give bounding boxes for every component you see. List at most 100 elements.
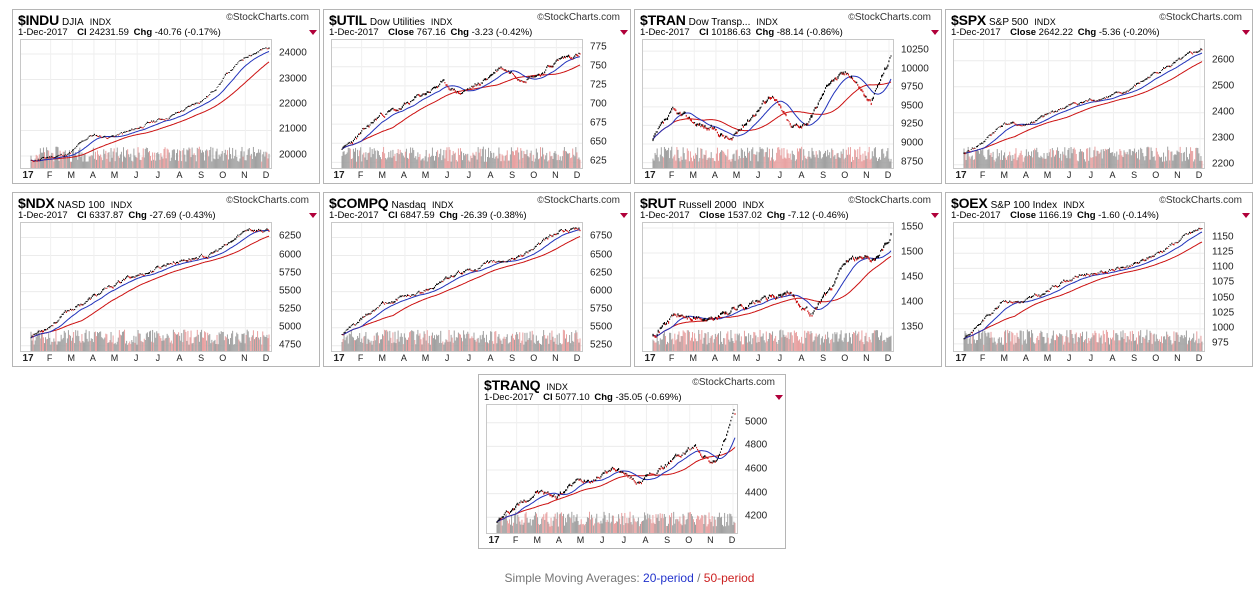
price-plot[interactable] [20, 39, 272, 169]
sma-50-line [341, 235, 581, 336]
brand[interactable]: ©StockCharts.com [226, 195, 309, 206]
volume-bar [254, 156, 256, 168]
volume-bar [632, 515, 634, 533]
brand-name: StockCharts.com [854, 195, 931, 206]
volume-bar [825, 334, 827, 351]
dropdown-arrow-icon[interactable] [620, 30, 628, 35]
price-plot[interactable] [642, 222, 894, 352]
volume-bar [499, 518, 501, 533]
symbol[interactable]: $RUT [640, 195, 676, 211]
volume-bar [579, 524, 581, 533]
volume-bar [754, 154, 756, 168]
volume-bar [1139, 159, 1141, 168]
volume-bar [159, 335, 161, 351]
volume-bar [108, 342, 110, 351]
volume-bar [658, 161, 660, 168]
dropdown-arrow-icon[interactable] [775, 395, 783, 400]
volume-bar [227, 159, 229, 168]
sma-20-line [30, 51, 270, 162]
chart-panel-spx[interactable]: $SPX S&P 500 INDX ©StockCharts.com 1-Dec-201… [945, 9, 1253, 184]
brand[interactable]: ©StockCharts.com [848, 195, 931, 206]
legend-20-period[interactable]: 20-period [643, 571, 694, 585]
sma-50-line [30, 61, 270, 162]
volume-bar [778, 147, 780, 168]
volume-bar [739, 341, 741, 351]
volume-bar [54, 158, 56, 168]
volume-bar [668, 343, 670, 351]
symbol[interactable]: $UTIL [329, 12, 367, 28]
dropdown-arrow-icon[interactable] [309, 30, 317, 35]
chart-panel-tranq[interactable]: $TRANQ INDX ©StockCharts.com 1-Dec-2017 Cl … [478, 374, 786, 549]
chart-panel-oex[interactable]: $OEX S&P 100 Index INDX ©StockCharts.com 1-D… [945, 192, 1253, 367]
price-plot[interactable] [953, 222, 1205, 352]
volume-bar [391, 343, 393, 351]
brand[interactable]: ©StockCharts.com [226, 12, 309, 23]
dropdown-arrow-icon[interactable] [931, 213, 939, 218]
brand[interactable]: ©StockCharts.com [1159, 195, 1242, 206]
volume-bar [1086, 331, 1088, 351]
volume-bar [1185, 147, 1187, 168]
chart-panel-ndx[interactable]: $NDX NASD 100 INDX ©StockCharts.com 1-Dec-20… [12, 192, 320, 367]
symbol[interactable]: $TRANQ [484, 377, 541, 393]
dropdown-arrow-icon[interactable] [1242, 30, 1250, 35]
volume-bar [1040, 330, 1042, 351]
price-plot[interactable] [642, 39, 894, 169]
volume-bar [1120, 331, 1122, 351]
volume-bar [1016, 332, 1018, 351]
symbol[interactable]: $NDX [18, 195, 55, 211]
dropdown-arrow-icon[interactable] [309, 213, 317, 218]
price-plot[interactable] [486, 404, 738, 534]
brand[interactable]: ©StockCharts.com [537, 12, 620, 23]
chart-panel-tran[interactable]: $TRAN Dow Transp... INDX ©StockCharts.com 1-… [634, 9, 942, 184]
chart-panel-rut[interactable]: $RUT Russell 2000 INDX ©StockCharts.com 1-De… [634, 192, 942, 367]
volume-bar [1069, 330, 1071, 351]
symbol[interactable]: $OEX [951, 195, 988, 211]
symbol[interactable]: $COMPQ [329, 195, 389, 211]
volume-bar [767, 157, 769, 168]
x-tick-label: N [707, 535, 714, 545]
volume-bar [510, 335, 512, 351]
brand[interactable]: ©StockCharts.com [848, 12, 931, 23]
symbol[interactable]: $INDU [18, 12, 60, 28]
chart-panel-compq[interactable]: $COMPQ Nasdaq INDX ©StockCharts.com 1-Dec-20… [323, 192, 631, 367]
symbol[interactable]: $TRAN [640, 12, 686, 28]
volume-bar [87, 341, 89, 351]
chart-panel-util[interactable]: $UTIL Dow Utilities INDX ©StockCharts.com 1-… [323, 9, 631, 184]
volume-bar [1196, 147, 1198, 168]
volume-bar [657, 514, 659, 533]
quote-row: 1-Dec-2017 Cl 5077.10 Chg -35.05 (-0.69%… [484, 392, 781, 404]
x-tick-label: S [198, 170, 205, 180]
brand[interactable]: ©StockCharts.com [1159, 12, 1242, 23]
symbol[interactable]: $SPX [951, 12, 986, 28]
volume-bar [78, 336, 80, 351]
volume-bar [30, 331, 32, 351]
volume-bar [183, 329, 185, 351]
price-plot[interactable] [331, 39, 583, 169]
legend-50-period[interactable]: 50-period [703, 571, 755, 585]
brand[interactable]: ©StockCharts.com [692, 377, 775, 388]
volume-bar [554, 338, 556, 351]
dropdown-arrow-icon[interactable] [1242, 213, 1250, 218]
volume-bar [506, 150, 508, 168]
price-plot[interactable] [20, 222, 272, 352]
volume-bar [836, 332, 838, 351]
price-plot[interactable] [953, 39, 1205, 169]
brand[interactable]: ©StockCharts.com [537, 195, 620, 206]
volume-bar [103, 149, 105, 168]
volume-bar [468, 333, 470, 351]
dropdown-arrow-icon[interactable] [931, 30, 939, 35]
volume-bar [854, 332, 856, 351]
volume-bar [210, 146, 212, 168]
volume-bar [392, 149, 394, 168]
volume-bar [117, 156, 119, 168]
volume-bar [69, 161, 71, 168]
volume-bar [1010, 341, 1012, 351]
volume-bar [86, 161, 88, 168]
volume-bar [551, 330, 553, 351]
chart-panel-indu[interactable]: $INDU DJIA INDX ©StockCharts.com 1-Dec-2017 … [12, 9, 320, 184]
volume-bar [978, 151, 980, 168]
dropdown-arrow-icon[interactable] [620, 213, 628, 218]
price-plot[interactable] [331, 222, 583, 352]
volume-bar [845, 333, 847, 351]
x-tick-label: M [533, 535, 542, 545]
